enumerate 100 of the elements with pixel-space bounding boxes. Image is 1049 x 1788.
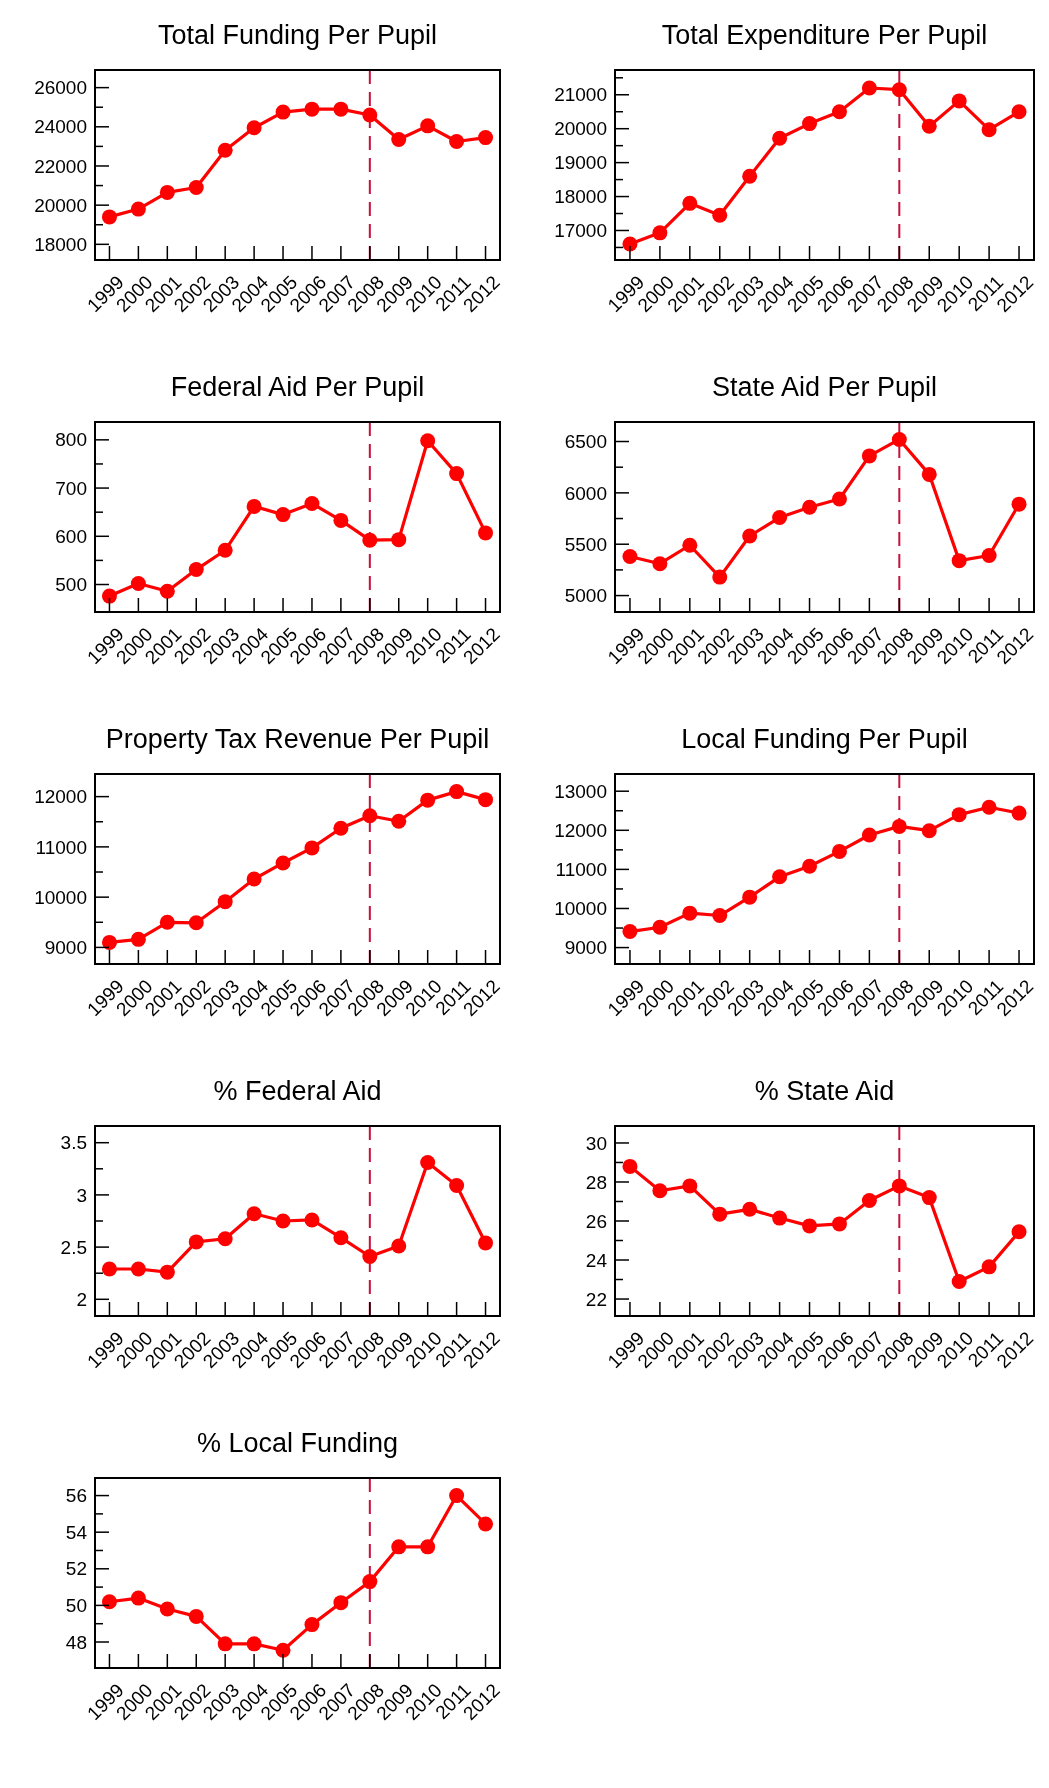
point — [682, 537, 698, 553]
point — [891, 431, 907, 447]
point — [333, 101, 349, 117]
point — [951, 553, 967, 569]
point — [362, 107, 378, 123]
point — [622, 549, 638, 565]
point — [362, 1574, 378, 1590]
point — [130, 576, 146, 592]
point — [391, 1238, 407, 1254]
point — [802, 499, 818, 515]
point — [420, 792, 436, 808]
point — [304, 101, 320, 117]
y-tick-label: 3.5 — [60, 1132, 87, 1154]
point — [772, 869, 788, 885]
point — [130, 1590, 146, 1606]
y-tick-label: 11000 — [555, 859, 607, 881]
point — [449, 466, 465, 482]
point — [981, 799, 997, 815]
chart-title: Total Funding Per Pupil — [157, 20, 438, 50]
point — [861, 448, 877, 464]
point — [420, 433, 436, 449]
point — [420, 1539, 436, 1555]
point — [478, 792, 494, 808]
point — [246, 871, 262, 887]
point — [1011, 805, 1027, 821]
y-tick-label: 800 — [55, 429, 87, 451]
point — [449, 1178, 465, 1194]
chart-title: Property Tax Revenue Per Pupil — [105, 724, 490, 754]
point — [478, 525, 494, 541]
y-tick-label: 700 — [55, 477, 87, 499]
point — [449, 784, 465, 800]
point — [420, 1155, 436, 1171]
chart-title: Local Funding Per Pupil — [681, 724, 968, 754]
point — [217, 142, 233, 158]
y-tick-label: 56 — [65, 1485, 87, 1507]
point — [921, 118, 937, 134]
point — [478, 1235, 494, 1251]
point — [391, 813, 407, 829]
point — [362, 1248, 378, 1264]
y-tick-label: 6500 — [564, 431, 607, 453]
point — [188, 1234, 204, 1250]
point — [304, 496, 320, 511]
point — [921, 1190, 937, 1206]
point — [362, 532, 378, 548]
y-tick-label: 9000 — [564, 937, 607, 959]
point — [831, 104, 847, 120]
y-tick-label: 22000 — [34, 155, 87, 177]
point — [1011, 1224, 1027, 1240]
point — [333, 1230, 349, 1246]
point — [712, 908, 728, 924]
point — [217, 894, 233, 910]
y-tick-label: 18000 — [34, 233, 87, 255]
point — [217, 1636, 233, 1652]
point — [449, 133, 465, 149]
point — [159, 583, 175, 599]
point — [742, 528, 758, 544]
point — [275, 1642, 291, 1658]
y-tick-label: 22 — [585, 1288, 607, 1310]
point — [478, 130, 494, 146]
point — [742, 1201, 758, 1217]
point — [951, 807, 967, 823]
point — [101, 209, 117, 225]
y-tick-label: 12000 — [34, 786, 87, 808]
point — [130, 201, 146, 217]
point — [622, 236, 638, 252]
point — [981, 122, 997, 138]
y-tick-label: 6000 — [564, 482, 607, 504]
y-tick-label: 10000 — [34, 886, 87, 908]
point — [712, 569, 728, 585]
point — [478, 1516, 494, 1532]
point — [772, 510, 788, 526]
y-tick-label: 2.5 — [60, 1236, 87, 1258]
point — [159, 184, 175, 200]
y-tick-label: 26000 — [34, 77, 87, 99]
point — [682, 905, 698, 921]
point — [891, 1178, 907, 1194]
y-tick-label: 12000 — [554, 819, 607, 841]
point — [652, 1183, 668, 1199]
point — [188, 1608, 204, 1624]
point — [981, 548, 997, 564]
y-tick-label: 19000 — [554, 152, 607, 174]
point — [304, 1212, 320, 1228]
point — [742, 168, 758, 184]
point — [861, 80, 877, 96]
point — [652, 919, 668, 935]
point — [652, 556, 668, 572]
point — [188, 562, 204, 578]
y-tick-label: 24000 — [34, 116, 87, 138]
y-tick-label: 3 — [76, 1184, 87, 1206]
point — [712, 1206, 728, 1222]
point — [831, 1216, 847, 1232]
point — [831, 491, 847, 507]
y-tick-label: 11000 — [35, 836, 87, 858]
point — [333, 512, 349, 528]
point — [130, 1261, 146, 1277]
point — [101, 1261, 117, 1277]
chart-title: Total Expenditure Per Pupil — [661, 20, 988, 50]
y-tick-label: 5000 — [564, 585, 607, 607]
point — [951, 93, 967, 109]
point — [391, 1539, 407, 1555]
